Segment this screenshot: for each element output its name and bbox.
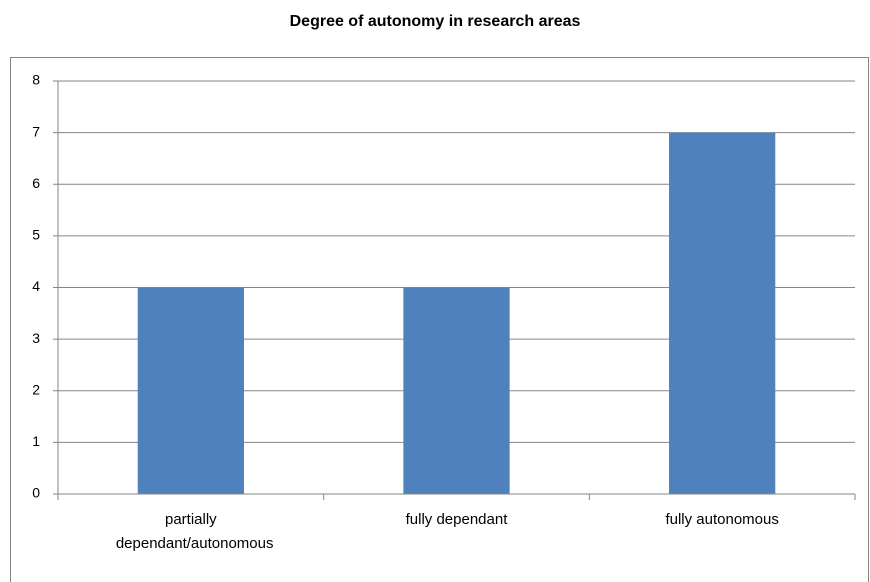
y-tick-label: 4 [32, 278, 40, 294]
x-tick-label: fully dependant [405, 511, 508, 528]
y-tick-label: 2 [32, 381, 40, 397]
x-tick-label: partially dependant/autonomous [115, 511, 274, 552]
bar [137, 287, 244, 494]
chart-frame [10, 57, 869, 582]
y-tick-label: 3 [32, 330, 40, 346]
y-tick-label: 8 [32, 72, 40, 88]
y-tick-label: 1 [32, 433, 40, 449]
y-tick-label: 0 [32, 485, 40, 501]
y-tick-label: 5 [32, 227, 40, 243]
y-tick-label: 6 [32, 175, 40, 191]
x-tick-label: fully autonomous [665, 511, 779, 528]
chart-title: Degree of autonomy in research areas [290, 13, 581, 30]
bar [403, 287, 510, 494]
bar [669, 132, 776, 494]
y-tick-label: 7 [32, 123, 40, 139]
